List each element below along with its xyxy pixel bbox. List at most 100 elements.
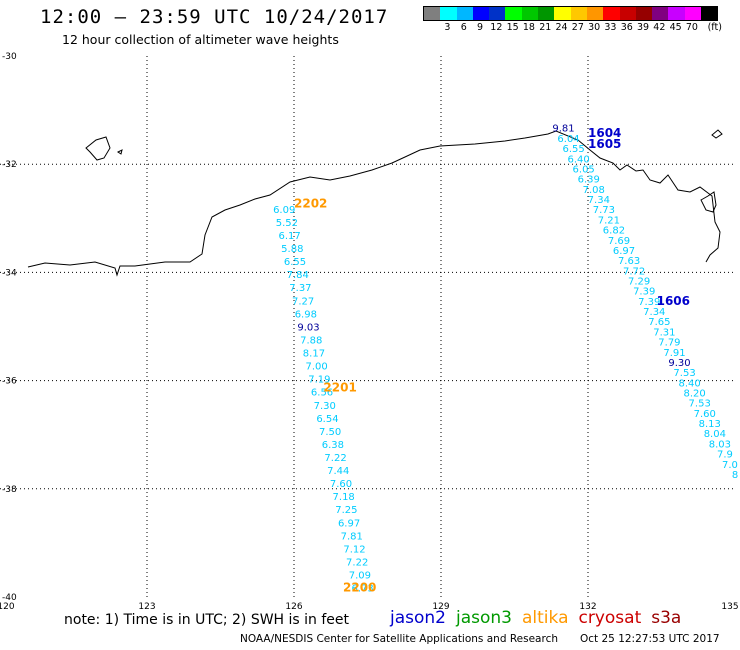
swh-value: 6.56 bbox=[311, 388, 333, 399]
swh-value: 8.03 bbox=[709, 439, 731, 450]
swh-value: 6.55 bbox=[562, 144, 584, 155]
legend-label: 33 bbox=[604, 22, 617, 33]
satellite-name: s3a bbox=[651, 608, 682, 628]
swh-value: 6.82 bbox=[603, 226, 625, 237]
lat-tick-label: -38 bbox=[2, 485, 17, 495]
legend-swatch bbox=[505, 7, 522, 20]
units-note: note: 1) Time is in UTC; 2) SWH is in fe… bbox=[64, 612, 350, 628]
swh-value: 6.39 bbox=[578, 175, 600, 186]
swh-value: 6.05 bbox=[573, 164, 595, 175]
legend-label: 6 bbox=[460, 22, 467, 33]
legend-swatch bbox=[489, 7, 506, 20]
legend-label: 9 bbox=[477, 22, 484, 33]
lat-tick-label: -32 bbox=[2, 160, 17, 170]
legend-label: 39 bbox=[637, 22, 650, 33]
swh-value: 7.34 bbox=[643, 307, 665, 318]
swh-value: 6.97 bbox=[338, 518, 360, 529]
legend-label: 24 bbox=[555, 22, 568, 33]
australia-coastline bbox=[27, 130, 721, 277]
swh-value: 7.18 bbox=[333, 492, 355, 503]
lon-tick-label: 132 bbox=[579, 602, 596, 610]
legend-label: 15 bbox=[506, 22, 519, 33]
swh-value: 6.40 bbox=[567, 154, 589, 165]
swh-value: 7.09 bbox=[349, 571, 371, 582]
generated-timestamp: Oct 25 12:27:53 UTC 2017 bbox=[580, 633, 720, 645]
legend-label: 21 bbox=[539, 22, 552, 33]
swh-value: 5.88 bbox=[281, 244, 303, 255]
swh-value: 7.60 bbox=[694, 409, 716, 420]
swh-value: 7.65 bbox=[648, 317, 670, 328]
swh-value: 7.73 bbox=[593, 205, 615, 216]
pass-number-label: 1606 bbox=[657, 294, 690, 308]
legend-swatch bbox=[554, 7, 571, 20]
swh-value: 7.22 bbox=[324, 453, 346, 464]
swh-value: 7.31 bbox=[653, 327, 675, 338]
legend-label: 42 bbox=[653, 22, 666, 33]
swh-value: 7.39 bbox=[638, 297, 660, 308]
lon-tick-label: 126 bbox=[285, 602, 302, 610]
swh-value: 7.34 bbox=[588, 195, 610, 206]
pass-number-label: 1604 bbox=[588, 126, 621, 140]
swh-value: 7.84 bbox=[287, 270, 309, 281]
swh-value: 8.04 bbox=[704, 429, 726, 440]
swh-value: 7.63 bbox=[618, 256, 640, 267]
swh-value: 6.73 bbox=[351, 584, 373, 595]
swh-value: 8.13 bbox=[699, 419, 721, 430]
satellite-name: jason3 bbox=[456, 608, 512, 628]
swh-value: 8.40 bbox=[678, 378, 700, 389]
swh-value: 7.29 bbox=[628, 276, 650, 287]
legend-label: 36 bbox=[620, 22, 633, 33]
recherche-island bbox=[85, 136, 111, 161]
legend-swatch bbox=[472, 7, 490, 20]
wave-height-map: 120 123 126 129 132 135 -30 -32 -34 -36 -38 -40 6.0… bbox=[0, 52, 739, 610]
satellite-legend: jason2 jason3 altika cryosat s3a bbox=[390, 608, 691, 628]
lat-tick-label: -30 bbox=[2, 52, 17, 62]
swh-value: 7.27 bbox=[292, 296, 314, 307]
satellite-name: cryosat bbox=[578, 608, 642, 628]
pass-number-label: 2202 bbox=[294, 196, 327, 210]
map-title: 12:00 – 23:59 UTC 10/24/2017 bbox=[40, 6, 389, 28]
small-island-2 bbox=[711, 129, 723, 139]
legend-swatch bbox=[538, 7, 555, 20]
legend-label: 70 bbox=[685, 22, 698, 33]
swh-value: 7.50 bbox=[319, 427, 341, 438]
swh-value: 7.72 bbox=[623, 266, 645, 277]
legend-label: 45 bbox=[669, 22, 682, 33]
altimeter-tracks: 6.09 5.52 6.17 5.88 6.55 7.84 7.37 7.27 6.98 9.03… bbox=[273, 124, 738, 595]
swh-value: 7.12 bbox=[343, 544, 365, 555]
lat-lon-grid bbox=[0, 56, 735, 597]
swh-value: 7.30 bbox=[314, 401, 336, 412]
legend-swatch bbox=[635, 7, 653, 20]
swh-value: 7.0 bbox=[722, 460, 738, 471]
legend-swatch bbox=[456, 7, 473, 20]
map-subtitle: 12 hour collection of altimeter wave hei… bbox=[62, 32, 339, 47]
legend-swatch bbox=[440, 7, 457, 20]
swh-value: 6.98 bbox=[295, 309, 317, 320]
swh-value: 6.38 bbox=[322, 440, 344, 451]
swh-value: 5.52 bbox=[276, 218, 298, 229]
swh-value: 6.54 bbox=[316, 414, 338, 425]
swh-value: 9.03 bbox=[297, 322, 319, 333]
swh-value: 7.91 bbox=[663, 348, 685, 359]
satellite-name: jason2 bbox=[390, 608, 446, 628]
lon-tick-label: 129 bbox=[432, 602, 449, 610]
lat-tick-label: -40 bbox=[2, 593, 17, 603]
legend-unit: (ft) bbox=[707, 22, 722, 33]
swh-value: 7.81 bbox=[341, 531, 363, 542]
axis-ticks: 120 123 126 129 132 135 -30 -32 -34 -36 -38 -40 bbox=[0, 52, 739, 610]
legend-swatch bbox=[619, 7, 636, 20]
legend-swatch bbox=[684, 7, 702, 20]
swh-value: 7.39 bbox=[633, 287, 655, 298]
swh-value: 7.22 bbox=[346, 557, 368, 568]
legend-label: 12 bbox=[490, 22, 503, 33]
swh-value: 7.88 bbox=[300, 335, 322, 346]
pass-number-label: 1605 bbox=[588, 137, 621, 151]
swh-value: 7.79 bbox=[658, 338, 680, 349]
swh-value: 6.09 bbox=[273, 205, 295, 216]
lat-tick-label: -34 bbox=[2, 268, 17, 278]
legend-swatch bbox=[652, 7, 669, 20]
swh-value: 9.81 bbox=[552, 124, 574, 135]
legend-label: 27 bbox=[571, 22, 584, 33]
swh-value: 7.19 bbox=[308, 375, 330, 386]
